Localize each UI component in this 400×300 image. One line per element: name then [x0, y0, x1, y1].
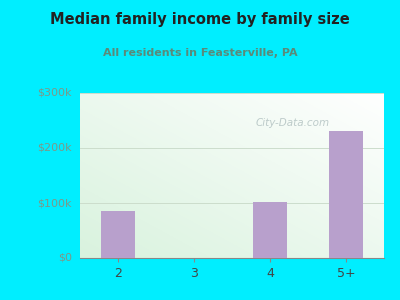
Text: City-Data.com: City-Data.com — [256, 118, 330, 128]
Bar — [101, 211, 135, 258]
Text: $300k: $300k — [38, 88, 72, 98]
Text: Median family income by family size: Median family income by family size — [50, 12, 350, 27]
Text: $100k: $100k — [38, 198, 72, 208]
Bar — [329, 131, 363, 258]
Bar — [253, 202, 287, 258]
Text: $200k: $200k — [37, 143, 72, 153]
Text: $0: $0 — [58, 253, 72, 263]
Text: All residents in Feasterville, PA: All residents in Feasterville, PA — [103, 48, 297, 58]
